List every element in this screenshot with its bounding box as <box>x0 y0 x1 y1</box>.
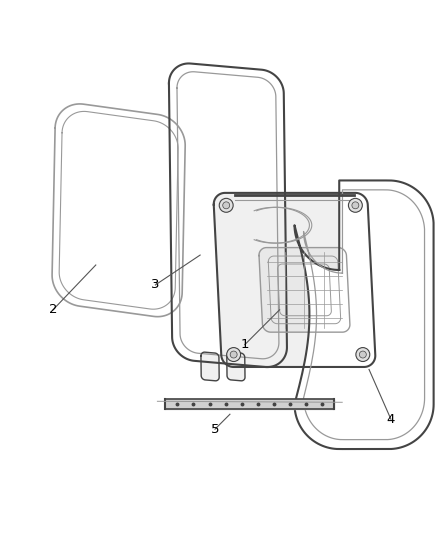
Circle shape <box>359 351 366 358</box>
Text: 1: 1 <box>240 338 249 351</box>
Polygon shape <box>227 352 245 381</box>
Polygon shape <box>201 352 219 381</box>
Text: 4: 4 <box>387 413 395 426</box>
Polygon shape <box>52 104 185 317</box>
Polygon shape <box>165 399 334 409</box>
Circle shape <box>223 202 230 209</box>
Text: 2: 2 <box>49 303 57 316</box>
Circle shape <box>230 351 237 358</box>
Circle shape <box>219 198 233 212</box>
Circle shape <box>227 348 240 361</box>
Polygon shape <box>294 181 434 449</box>
Circle shape <box>352 202 359 209</box>
Circle shape <box>348 198 362 212</box>
Polygon shape <box>214 193 375 367</box>
Polygon shape <box>259 248 350 332</box>
Circle shape <box>356 348 370 361</box>
Polygon shape <box>169 63 287 367</box>
Text: 5: 5 <box>211 423 219 435</box>
Text: 3: 3 <box>151 278 160 292</box>
